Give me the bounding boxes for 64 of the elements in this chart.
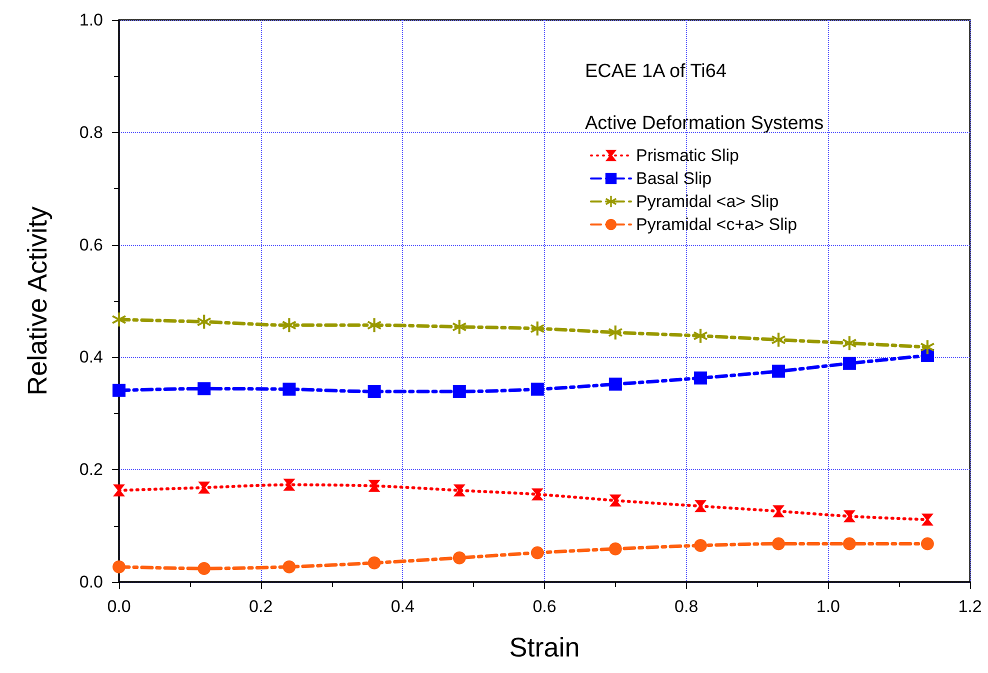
x-tick-label: 1.0 xyxy=(816,597,840,616)
point xyxy=(282,560,296,574)
point xyxy=(112,384,126,397)
y-tick-label: 0.0 xyxy=(79,572,103,592)
y-tick-label: 0.2 xyxy=(79,460,103,480)
point xyxy=(113,484,125,496)
annotation: ECAE 1A of Ti64 xyxy=(585,61,727,82)
x-tick-label: 0.4 xyxy=(390,597,414,616)
point xyxy=(694,328,708,343)
point xyxy=(772,332,786,347)
point xyxy=(452,551,466,564)
point xyxy=(694,500,707,512)
point xyxy=(842,336,856,350)
point xyxy=(694,371,708,384)
x-axis-title: Strain xyxy=(509,632,580,662)
y-tick-label: 0.8 xyxy=(79,122,103,142)
point xyxy=(608,378,622,391)
legend-title: Active Deformation Systems xyxy=(585,113,824,134)
legend-label: Pyramidal <c+a> Slip xyxy=(636,215,798,234)
point xyxy=(772,537,786,550)
point xyxy=(530,546,544,560)
point xyxy=(608,542,622,556)
point xyxy=(608,325,622,340)
y-axis-title: Relative Activity xyxy=(22,206,52,396)
legend-label: Pyramidal <a> Slip xyxy=(636,192,779,211)
point xyxy=(453,484,466,496)
x-tick-label: 0.2 xyxy=(249,597,273,616)
x-tick-label: 0.6 xyxy=(532,597,556,616)
point xyxy=(368,556,381,570)
point xyxy=(198,382,211,396)
x-tick-label: 0.8 xyxy=(674,597,698,616)
point xyxy=(842,537,856,550)
point xyxy=(112,560,126,574)
point xyxy=(368,480,380,492)
point xyxy=(112,312,126,327)
point xyxy=(282,382,296,396)
point xyxy=(530,322,544,336)
point xyxy=(198,562,211,576)
x-tick-label: 1.2 xyxy=(958,597,982,616)
point xyxy=(530,382,544,396)
legend-label: Basal Slip xyxy=(636,169,712,188)
point xyxy=(921,514,934,526)
y-tick-label: 0.4 xyxy=(79,348,103,367)
point xyxy=(283,478,296,491)
point xyxy=(531,488,544,500)
point xyxy=(772,505,785,518)
point xyxy=(198,482,210,494)
y-tick-label: 1.0 xyxy=(79,10,103,30)
point xyxy=(842,356,856,370)
point xyxy=(452,384,466,398)
point xyxy=(920,537,934,550)
y-tick-label: 0.6 xyxy=(79,235,103,254)
point xyxy=(368,384,381,398)
point xyxy=(843,510,856,522)
legend-label: Prismatic Slip xyxy=(636,146,739,165)
point xyxy=(694,538,708,552)
point xyxy=(452,320,466,334)
x-tick-label: 0.0 xyxy=(107,597,131,616)
point xyxy=(920,340,934,354)
point xyxy=(197,314,212,329)
point xyxy=(367,318,382,332)
point xyxy=(772,364,786,378)
point xyxy=(609,494,622,507)
point xyxy=(282,318,296,332)
